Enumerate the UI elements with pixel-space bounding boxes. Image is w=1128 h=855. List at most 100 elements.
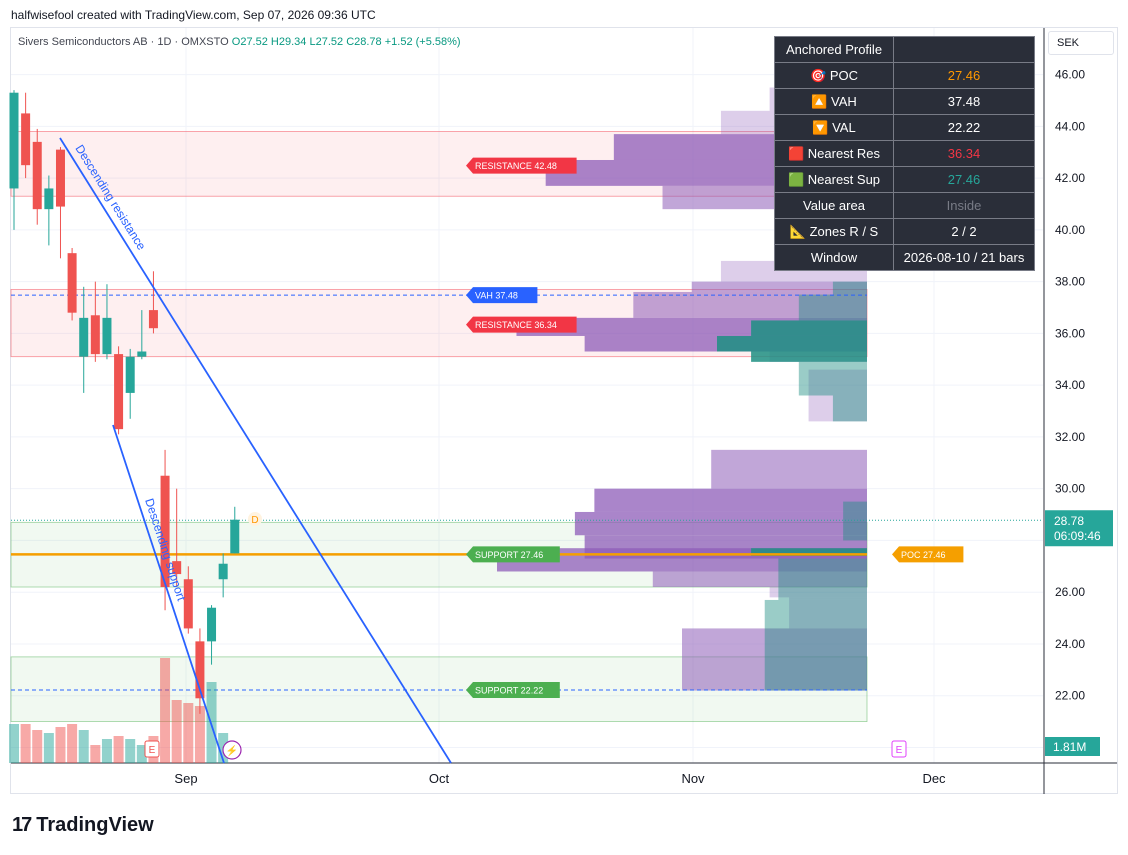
table-row: Window 2026-08-10 / 21 bars — [774, 244, 1035, 271]
x-tick-label: Oct — [429, 771, 450, 786]
candle-body — [172, 561, 182, 575]
volume-bar — [194, 706, 205, 763]
table-row: 🔼 VAH 37.48 — [774, 88, 1035, 115]
y-tick-label: 46.00 — [1055, 68, 1085, 82]
earnings-marker-future-shape — [891, 740, 907, 758]
candle-body — [67, 253, 77, 313]
table-row: Value area Inside — [774, 192, 1035, 219]
volume-bar — [32, 730, 43, 763]
up-triangle-icon: 🔼 — [811, 93, 828, 109]
ohlc-close: C28.78 — [346, 36, 382, 48]
candle-body — [125, 356, 135, 393]
dividend-marker-letter: D — [251, 515, 258, 526]
candle-body — [114, 354, 124, 430]
volume-bar — [160, 658, 171, 763]
candle-body — [230, 519, 240, 554]
descending-resistance-line — [59, 137, 452, 764]
ohlc-change: +1.52 (+5.58%) — [384, 36, 461, 48]
profile-bar-sell — [751, 320, 867, 336]
profile-bar-sell — [798, 361, 867, 396]
support-tag-bg — [466, 682, 560, 699]
lightning-icon: ⚡ — [226, 744, 238, 757]
x-tick-label: Nov — [681, 771, 705, 786]
candle-body — [137, 351, 147, 357]
row-label: Nearest Sup — [807, 171, 881, 187]
row-value: 37.48 — [893, 88, 1035, 115]
chart-attribution: halfwisefool created with TradingView.co… — [11, 8, 376, 22]
row-key: Value area — [774, 192, 894, 219]
support-tag: SUPPORT 22.22 — [466, 682, 560, 699]
profile-bar-buy — [808, 395, 867, 422]
tradingview-logo[interactable]: 17 TradingView — [12, 814, 154, 837]
vah-tag-text: VAH 37.48 — [475, 291, 518, 301]
candle-body — [21, 113, 31, 166]
candle-body — [148, 310, 158, 329]
volume-bar — [101, 739, 112, 763]
row-key: 📐 Zones R / S — [774, 218, 894, 245]
candle-body — [207, 607, 217, 642]
split-marker: ⚡ — [222, 740, 242, 760]
profile-bar-buy — [633, 291, 867, 318]
support-tag-text: SUPPORT 22.22 — [475, 686, 543, 696]
row-label: Window — [810, 250, 858, 265]
profile-bar-buy — [682, 628, 867, 691]
earnings-marker-letter: E — [149, 745, 156, 756]
poc-tag-bg — [892, 546, 964, 563]
row-value: Inside — [893, 192, 1035, 219]
grid-lines — [11, 28, 1043, 763]
row-label: Zones R / S — [809, 223, 879, 239]
currency-selector[interactable]: SEK — [1048, 31, 1114, 55]
support-tag: SUPPORT 27.46 — [466, 546, 560, 563]
chart-frame — [10, 27, 1118, 794]
candle-body — [9, 92, 19, 189]
row-key: 🟥 Nearest Res — [774, 140, 894, 167]
volume-bar — [171, 700, 182, 763]
candle-body — [218, 563, 228, 580]
tradingview-logo-text: TradingView — [36, 814, 154, 836]
tradingview-logo-icon: 17 — [12, 814, 32, 836]
ohlc-low: L27.52 — [309, 36, 344, 48]
candle-body — [44, 188, 54, 210]
countdown-text: 06:09:46 — [1054, 529, 1101, 543]
y-tick-label: 42.00 — [1055, 171, 1085, 185]
table-title: Anchored Profile — [774, 36, 894, 63]
row-value: 36.34 — [893, 140, 1035, 167]
red-square-icon: 🟥 — [787, 145, 805, 161]
volume-bar — [125, 739, 136, 763]
profile-bar-buy — [594, 488, 867, 512]
candle-body — [102, 317, 112, 355]
profile-bar-buy — [691, 281, 867, 292]
table-row: 🟩 Nearest Sup 27.46 — [774, 166, 1035, 193]
y-tick-label: 44.00 — [1055, 119, 1085, 133]
green-square-icon: 🟩 — [787, 171, 805, 187]
volume-bar — [9, 724, 19, 763]
ruler-icon: 📐 — [789, 223, 806, 239]
symbol-name[interactable]: Sivers Semiconductors AB · 1D · OMXSTO — [18, 36, 229, 48]
y-tick-label: 22.00 — [1055, 689, 1085, 703]
last-price-badge — [1045, 510, 1113, 547]
profile-bar-sell — [843, 501, 867, 541]
volume-bar — [113, 736, 124, 763]
candle-body — [183, 579, 193, 629]
volume-bar — [20, 724, 31, 763]
x-tick-label: Sep — [174, 771, 197, 786]
volume-text: 1.81M — [1053, 740, 1086, 754]
profile-bar-sell — [778, 558, 867, 600]
table-title-empty — [893, 36, 1035, 63]
profile-bar-sell — [751, 548, 867, 556]
y-tick-label: 40.00 — [1055, 223, 1085, 237]
row-value: 22.22 — [893, 114, 1035, 141]
profile-bar-buy — [808, 369, 867, 396]
candle-body — [90, 315, 100, 355]
ohlc-open: O27.52 — [231, 36, 268, 48]
candle-body — [55, 149, 65, 207]
support-tag-bg — [466, 546, 560, 563]
x-tick-label: Dec — [922, 771, 946, 786]
y-tick-label: 32.00 — [1055, 430, 1085, 444]
target-icon: 🎯 — [810, 67, 827, 83]
row-label: Nearest Res — [807, 145, 881, 161]
profile-bar-buy — [652, 571, 867, 588]
volume-bar — [43, 733, 54, 763]
